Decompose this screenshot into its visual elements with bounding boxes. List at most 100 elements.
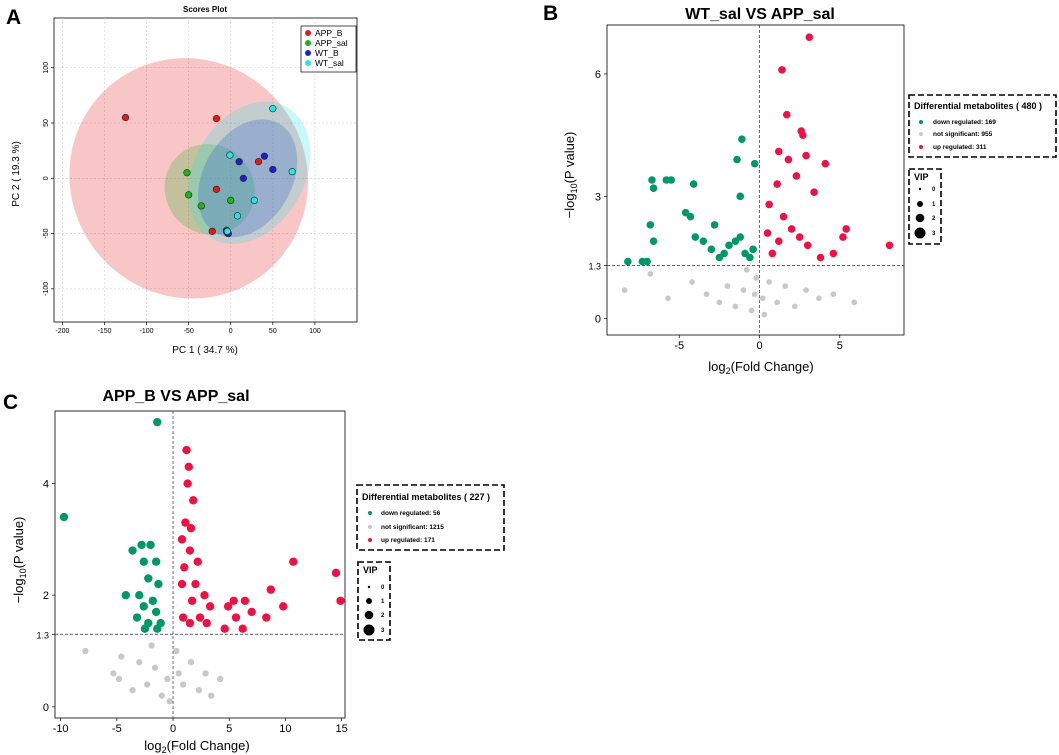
scores-xtick-label: -100	[140, 328, 154, 335]
volcano-c-up-point	[331, 568, 341, 578]
volcano-b-up-point	[816, 253, 825, 262]
volcano-c-down-point	[154, 579, 163, 589]
volcano-c-legend-title: Differential metabolites ( 227 )	[362, 492, 490, 502]
volcano-c-up-point	[191, 579, 200, 589]
volcano-c-up-point	[336, 596, 345, 605]
sample-point-app-b	[212, 185, 221, 193]
volcano-b-ns-point	[803, 287, 809, 293]
volcano-c-axes: -10 -5 0 5 10 15 0 1.3 2 4	[36, 411, 348, 735]
volcano-c-up-point	[262, 613, 271, 622]
vip-b-label-2: 2	[932, 216, 936, 222]
volcano-b-ns-point	[665, 295, 671, 302]
sample-point-wt-sal	[269, 105, 277, 113]
volcano-b-up-point	[792, 172, 801, 180]
volcano-b-legend-title: Differential metabolites ( 480 )	[914, 101, 1042, 111]
volcano-b-up-point	[803, 241, 812, 250]
volcano-c-up-point	[193, 557, 202, 566]
volcano-b-up-point	[795, 233, 804, 241]
volcano-c-ns-point	[151, 664, 159, 671]
volcano-b-points	[621, 33, 894, 318]
volcano-c-ns-point	[175, 670, 182, 677]
volcano-b-down-point	[749, 245, 757, 254]
volcano-c-up-point	[187, 596, 197, 605]
volcano-b-legend-up-marker	[919, 145, 923, 149]
volcano-c-ns-point	[82, 647, 89, 655]
volcano-b-down-point	[710, 221, 719, 229]
volcano-b-down-point	[736, 233, 745, 241]
scores-xtick-label: 100	[309, 328, 321, 335]
volcano-b-ns-point	[689, 279, 695, 285]
volcano-c-ns-point	[144, 681, 151, 688]
volcano-b-legend-down-marker	[919, 120, 923, 124]
volcano-b-frame	[606, 24, 905, 336]
volcano-b-ns-point	[732, 303, 739, 310]
volcano-b-down-point	[643, 257, 651, 266]
confidence-ellipse-wt-sal	[188, 101, 311, 244]
scores-xtick-label: -150	[97, 328, 111, 335]
volcano-c-down-point	[146, 540, 155, 550]
volcano-b-ns-point	[782, 283, 789, 289]
volcano-b-ns-point	[716, 299, 723, 306]
volcano-c-legend-down: down regulated: 56	[381, 510, 441, 517]
volcano-b-ns-point	[703, 291, 710, 298]
vip-b-marker-2	[915, 213, 925, 223]
panel-label-a: A	[6, 6, 21, 29]
volcano-c-legend-ns-marker	[368, 525, 372, 529]
sample-point-wt-sal	[233, 212, 242, 220]
volcano-b-ytick-label: 0	[595, 314, 601, 326]
volcano-b-ns-point	[774, 299, 781, 306]
sample-point-app-sal	[227, 196, 235, 204]
volcano-c-up-point	[181, 518, 190, 527]
volcano-c-ns-point	[179, 681, 187, 688]
volcano-c-xtick-label: -10	[53, 723, 69, 735]
volcano-c-ytick-label: 4	[43, 479, 49, 491]
volcano-c-xtick-label: -5	[112, 723, 122, 735]
vip-c-marker-0	[367, 585, 371, 589]
volcano-b-up-point	[784, 155, 793, 164]
volcano-b-down-point	[750, 159, 759, 168]
volcano-c-down-point	[128, 546, 137, 555]
volcano-c-legend-down-marker	[368, 511, 372, 515]
volcano-c-ns-point	[217, 675, 224, 683]
vip-b-label-0: 0	[932, 187, 936, 193]
volcano-c-down-point	[153, 624, 162, 633]
sample-point-wt-b	[239, 174, 247, 182]
volcano-c-down-point	[153, 417, 162, 427]
volcano-c-ns-point	[110, 670, 117, 677]
volcano-b-down-point	[648, 176, 656, 184]
sample-point-wt-b	[235, 158, 243, 166]
scores-ytick-label: 100	[43, 62, 50, 74]
volcano-c-ns-point	[187, 659, 195, 666]
volcano-c-down-point	[137, 540, 146, 550]
volcano-b-down-point	[624, 257, 632, 266]
volcano-b-legend-up: up regulated: 311	[933, 144, 987, 151]
volcano-b-axes: -5 0 5 0 1.3 3 6	[588, 25, 904, 352]
volcano-c-up-point	[180, 563, 189, 572]
volcano-c-xtick-label: 5	[226, 723, 232, 735]
scores-plot-ylabel: PC 2 ( 19.3 %)	[11, 141, 22, 207]
volcano-c-vip-box	[357, 561, 391, 641]
volcano-b-down-point	[646, 221, 655, 229]
volcano-c-up-point	[238, 624, 247, 633]
volcano-c-down-point	[148, 596, 157, 605]
volcano-c-legend-ns: not significant: 1215	[381, 524, 444, 531]
volcano-b-up-point	[802, 151, 810, 160]
vip-c-marker-1	[366, 598, 372, 604]
volcano-b-up-point	[774, 237, 783, 245]
volcano-c-up-point	[220, 624, 229, 633]
volcano-c-up-point	[231, 613, 241, 622]
volcano-c-up-point	[289, 557, 298, 566]
volcano-b-ns-point	[647, 270, 654, 277]
sample-point-app-b	[254, 158, 263, 166]
scores-plot-points	[121, 105, 296, 238]
volcano-c-ns-point	[166, 698, 173, 705]
scores-xtick-label: -200	[55, 328, 69, 335]
volcano-c-up-point	[185, 618, 195, 628]
volcano-b-up-point	[839, 233, 847, 241]
volcano-b-ns-point	[748, 307, 755, 314]
volcano-c-down-point	[59, 512, 69, 522]
volcano-c-down-point	[139, 557, 148, 566]
volcano-c-down-point	[132, 613, 142, 622]
legend-marker-app-b	[305, 30, 311, 36]
